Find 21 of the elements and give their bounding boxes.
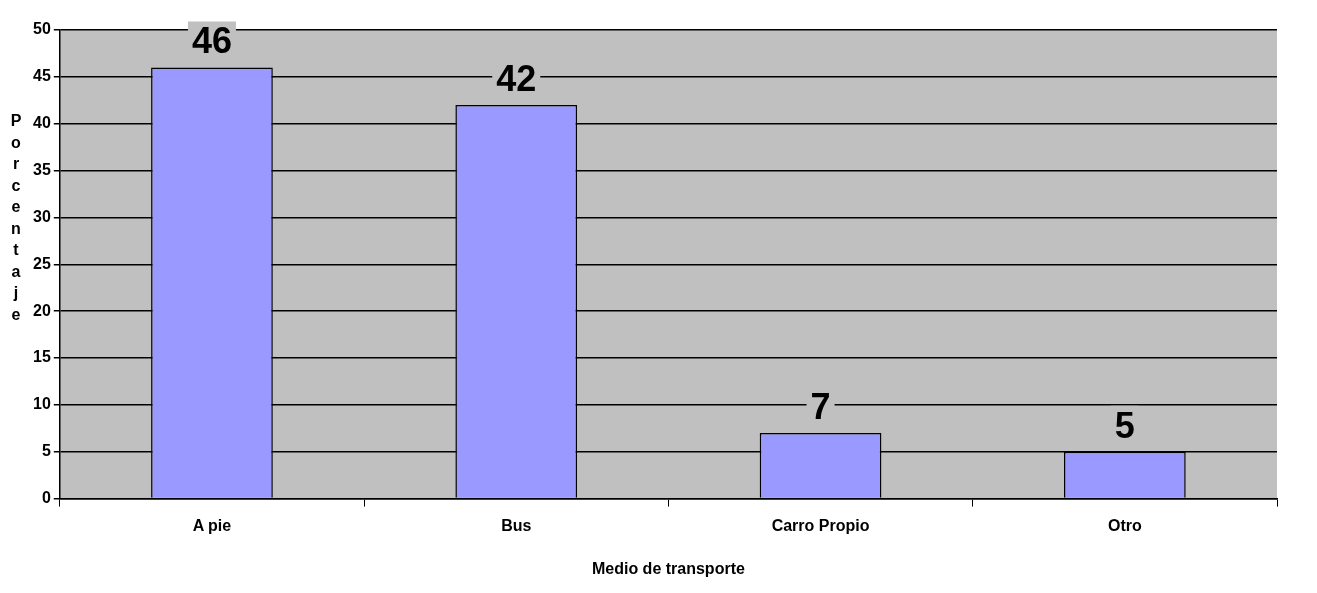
x-tick-label: A pie: [192, 516, 232, 534]
data-label: 46: [191, 20, 232, 62]
x-tick-label: Otro: [1107, 516, 1142, 534]
y-tick-label: 10: [33, 395, 51, 413]
text: Porcentaje: [10, 112, 22, 323]
y-tick-label: 45: [33, 67, 51, 85]
y-tick-label: 25: [33, 254, 51, 272]
y-tick-label: 20: [33, 301, 51, 319]
data-label: 42: [496, 57, 537, 99]
y-tick-label: 30: [33, 207, 51, 225]
data-label: 7: [810, 385, 831, 427]
y-tick-label: 0: [41, 489, 51, 507]
x-axis-title: Medio de transporte: [591, 559, 745, 577]
y-tick-label: 40: [33, 114, 51, 132]
x-tick-label: Bus: [501, 516, 532, 534]
x-tick-label: Carro Propio: [771, 516, 870, 534]
data-label: 5: [1114, 404, 1135, 446]
y-tick-label: 5: [41, 442, 51, 460]
y-tick-label: 15: [33, 348, 51, 366]
y-tick-label: 50: [33, 20, 51, 38]
y-tick-label: 35: [33, 160, 51, 178]
